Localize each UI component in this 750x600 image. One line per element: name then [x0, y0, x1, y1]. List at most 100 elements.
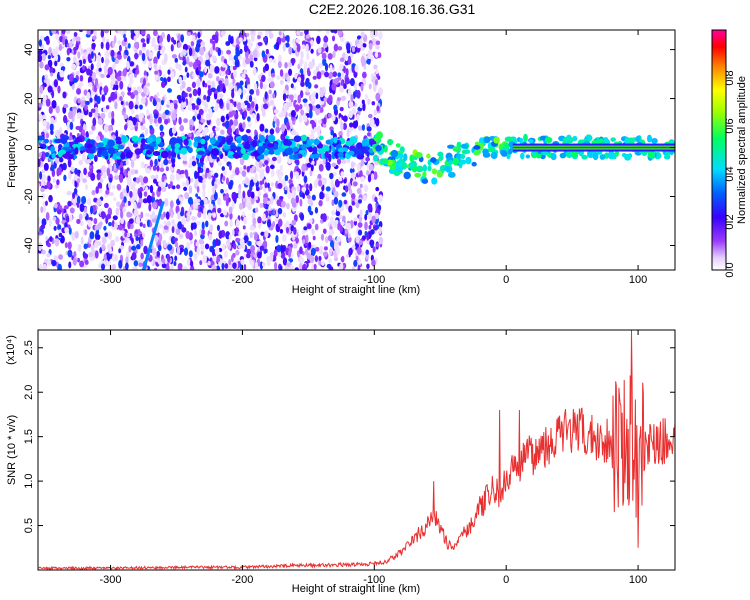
heatmap-cell	[160, 161, 164, 170]
heatmap-cell	[179, 124, 185, 132]
heatmap-cell	[182, 159, 187, 165]
heatmap-cell	[367, 98, 371, 105]
heatmap-cell	[89, 139, 96, 145]
heatmap-cell	[296, 249, 300, 258]
heatmap-cell	[76, 218, 81, 225]
heatmap-cell	[84, 229, 88, 236]
heatmap-cell	[280, 246, 286, 253]
heatmap-cell	[254, 195, 258, 201]
heatmap-cell	[304, 188, 310, 196]
heatmap-cell	[216, 197, 222, 206]
heatmap-cell	[142, 77, 146, 87]
heatmap-cell	[138, 87, 142, 94]
heatmap-cell	[646, 134, 652, 143]
heatmap-cell	[197, 98, 201, 106]
heatmap-cell	[102, 36, 106, 43]
heatmap-cell	[368, 163, 374, 171]
heatmap-cell	[309, 134, 315, 141]
heatmap-cell	[142, 42, 147, 48]
heatmap-cell	[261, 74, 266, 83]
heatmap-cell	[96, 95, 101, 105]
heatmap-cell	[270, 72, 276, 78]
heatmap-cell	[347, 88, 352, 97]
heatmap-cell	[229, 37, 234, 45]
heatmap-cell	[460, 143, 469, 149]
heatmap-cell	[183, 265, 188, 270]
heatmap-cell	[146, 194, 152, 204]
heatmap-cell	[340, 221, 345, 226]
heatmap-cell	[170, 71, 175, 79]
heatmap-cell	[313, 179, 318, 189]
heatmap-cell	[118, 44, 122, 52]
heatmap-cell	[142, 232, 146, 238]
heatmap-cell	[282, 92, 287, 102]
heatmap-cell	[127, 91, 132, 96]
heatmap-cell	[340, 121, 344, 131]
heatmap-cell	[232, 65, 237, 71]
heatmap-cell	[153, 113, 159, 119]
heatmap-cell	[104, 67, 109, 76]
heatmap-cell	[149, 115, 153, 125]
heatmap-cell	[209, 137, 217, 145]
heatmap-cell	[277, 207, 283, 215]
heatmap-cell	[207, 72, 213, 79]
heatmap-cell	[107, 254, 111, 262]
heatmap-cell	[106, 213, 112, 220]
heatmap-cell	[375, 45, 380, 50]
heatmap-cell	[61, 66, 66, 71]
heatmap-cell	[196, 136, 202, 142]
heatmap-cell	[124, 37, 128, 42]
heatmap-cell	[366, 169, 370, 176]
heatmap-cell	[40, 206, 44, 214]
heatmap-cell	[270, 195, 274, 205]
heatmap-cell	[150, 195, 155, 203]
heatmap-cell	[285, 147, 294, 156]
heatmap-cell	[89, 30, 94, 35]
heatmap-cell	[293, 227, 297, 235]
heatmap-cell	[194, 171, 200, 179]
heatmap-cell	[375, 117, 380, 127]
heatmap-cell	[75, 42, 79, 51]
heatmap-cell	[371, 101, 376, 106]
heatmap-cell	[90, 63, 94, 71]
heatmap-cell	[310, 247, 316, 256]
heatmap-cell	[340, 95, 347, 101]
heatmap-cell	[257, 240, 262, 247]
heatmap-cell	[63, 103, 69, 109]
heatmap-cell	[126, 184, 130, 194]
heatmap-cell	[274, 261, 278, 270]
heatmap-cell	[145, 186, 149, 193]
heatmap-cell	[327, 222, 331, 228]
heatmap-cell	[285, 220, 290, 230]
heatmap-cell	[337, 30, 343, 37]
heatmap-cell	[159, 124, 164, 132]
heatmap-cell	[157, 186, 162, 192]
heatmap-cell	[390, 149, 399, 158]
heatmap-cell	[100, 73, 105, 79]
heatmap-cell	[331, 221, 336, 228]
heatmap-cell	[249, 88, 255, 95]
heatmap-cell	[283, 102, 288, 112]
heatmap-cell	[204, 82, 208, 88]
heatmap-cell	[328, 71, 334, 79]
heatmap-cell	[264, 160, 269, 165]
heatmap-cell	[610, 137, 616, 142]
heatmap-cell	[298, 114, 303, 124]
heatmap-cell	[78, 30, 84, 33]
heatmap-cell	[180, 147, 188, 155]
heatmap-cell	[151, 191, 155, 198]
heatmap-cell	[178, 96, 182, 104]
heatmap-cell	[39, 263, 43, 270]
heatmap-cell	[67, 158, 72, 168]
heatmap-cell	[197, 211, 202, 218]
heatmap-cell	[296, 184, 301, 192]
heatmap-cell	[365, 156, 371, 162]
heatmap-cell	[75, 36, 81, 42]
heatmap-cell	[155, 174, 159, 180]
heatmap-cell	[328, 266, 334, 270]
heatmap-cell	[360, 158, 364, 167]
heatmap-cell	[270, 252, 274, 262]
heatmap-cell	[319, 106, 324, 113]
snr-x-ticks: -300 -200 -100 0 100	[100, 330, 647, 586]
